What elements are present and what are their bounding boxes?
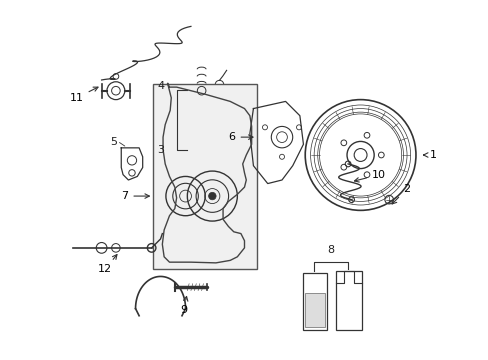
Text: 12: 12	[98, 255, 117, 274]
Text: 6: 6	[228, 132, 252, 142]
Circle shape	[225, 113, 230, 118]
FancyBboxPatch shape	[153, 84, 257, 269]
Text: 4: 4	[157, 81, 164, 91]
Bar	[194, 139, 237, 146]
Bar	[305, 293, 324, 327]
Text: 3: 3	[157, 145, 163, 155]
Text: 9: 9	[180, 297, 187, 315]
Circle shape	[204, 105, 210, 110]
Text: 1: 1	[423, 150, 436, 160]
Text: 10: 10	[354, 170, 385, 182]
Text: 5: 5	[110, 138, 118, 148]
Circle shape	[221, 122, 226, 126]
Text: 8: 8	[326, 245, 334, 255]
Circle shape	[213, 102, 218, 107]
Circle shape	[221, 105, 226, 110]
Circle shape	[201, 113, 206, 118]
Circle shape	[204, 122, 210, 126]
Bar	[335, 271, 362, 330]
Circle shape	[213, 125, 218, 130]
Circle shape	[208, 192, 216, 200]
Text: 2: 2	[391, 184, 410, 204]
Bar	[303, 273, 326, 330]
Text: 7: 7	[121, 191, 149, 201]
Text: 11: 11	[70, 87, 98, 103]
